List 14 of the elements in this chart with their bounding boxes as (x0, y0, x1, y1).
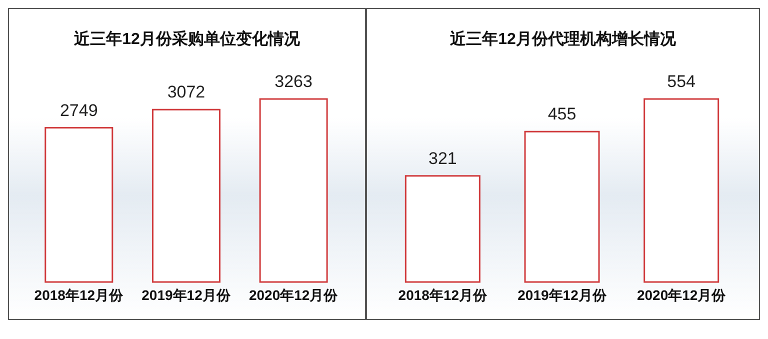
chart-title: 近三年12月份代理机构增长情况 (449, 29, 677, 50)
x-tick-label: 2018年12月份 (34, 286, 124, 303)
x-tick-label: 2020年12月份 (636, 286, 727, 303)
data-label: 2749 (60, 100, 98, 120)
data-label: 3072 (167, 82, 206, 102)
x-tick-label: 2018年12月份 (398, 286, 488, 303)
x-tick-label: 2019年12月份 (518, 286, 608, 303)
x-tick-label: 2019年12月份 (142, 286, 232, 303)
data-label: 321 (428, 148, 457, 168)
data-label: 554 (667, 72, 696, 91)
x-tick-label: 2020年12月份 (248, 286, 339, 303)
chart-title: 近三年12月份采购单位变化情况 (73, 29, 301, 50)
data-label: 455 (548, 104, 576, 124)
data-label: 3263 (274, 72, 312, 91)
